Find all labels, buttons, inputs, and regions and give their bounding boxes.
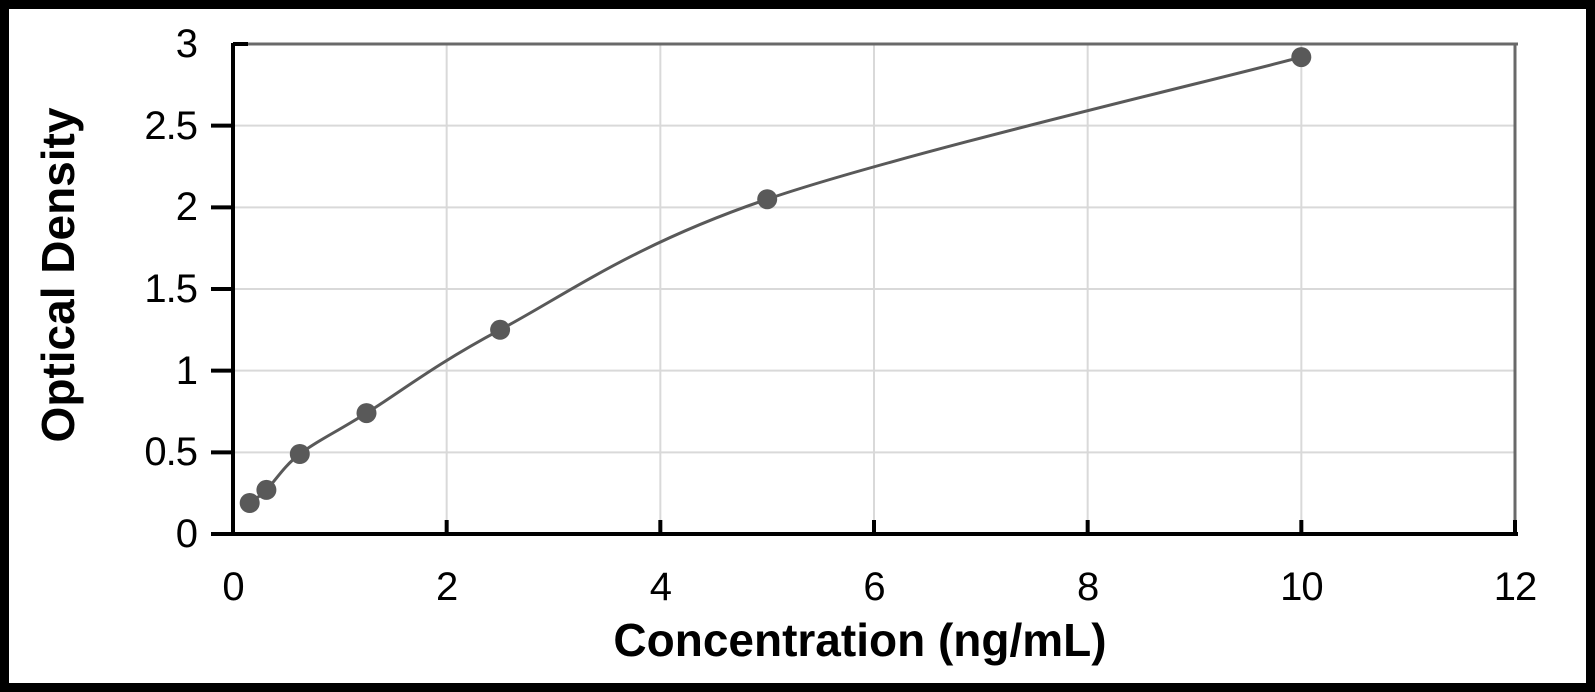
y-tick-label: 3 [175, 22, 198, 66]
y-tick-label: 0.5 [144, 430, 198, 475]
data-point-marker [256, 479, 277, 500]
x-tick-label: 12 [1493, 565, 1538, 609]
data-point-marker [1291, 47, 1312, 68]
y-tick-label: 2 [175, 185, 198, 230]
y-tick-label: 2.5 [144, 103, 198, 148]
data-point-marker [239, 493, 260, 513]
data-point-marker [289, 444, 310, 464]
x-tick-label: 10 [1280, 565, 1324, 609]
x-tick-label: 6 [863, 565, 885, 609]
y-axis-title: Optical Density [32, 107, 84, 443]
x-axis-title: Concentration (ng/mL) [613, 614, 1107, 666]
data-point-marker [356, 403, 377, 424]
x-tick-label: 4 [649, 565, 672, 609]
x-tick-label: 8 [1077, 565, 1099, 609]
standard-curve-line [248, 55, 1302, 505]
data-point-marker [490, 319, 511, 340]
x-tick-label: 0 [222, 565, 244, 609]
y-tick-label: 1.5 [144, 267, 198, 311]
x-tick-label: 2 [436, 565, 458, 609]
y-tick-label: 0 [175, 512, 198, 556]
data-point-marker [757, 189, 778, 210]
y-tick-label: 1 [175, 348, 198, 393]
